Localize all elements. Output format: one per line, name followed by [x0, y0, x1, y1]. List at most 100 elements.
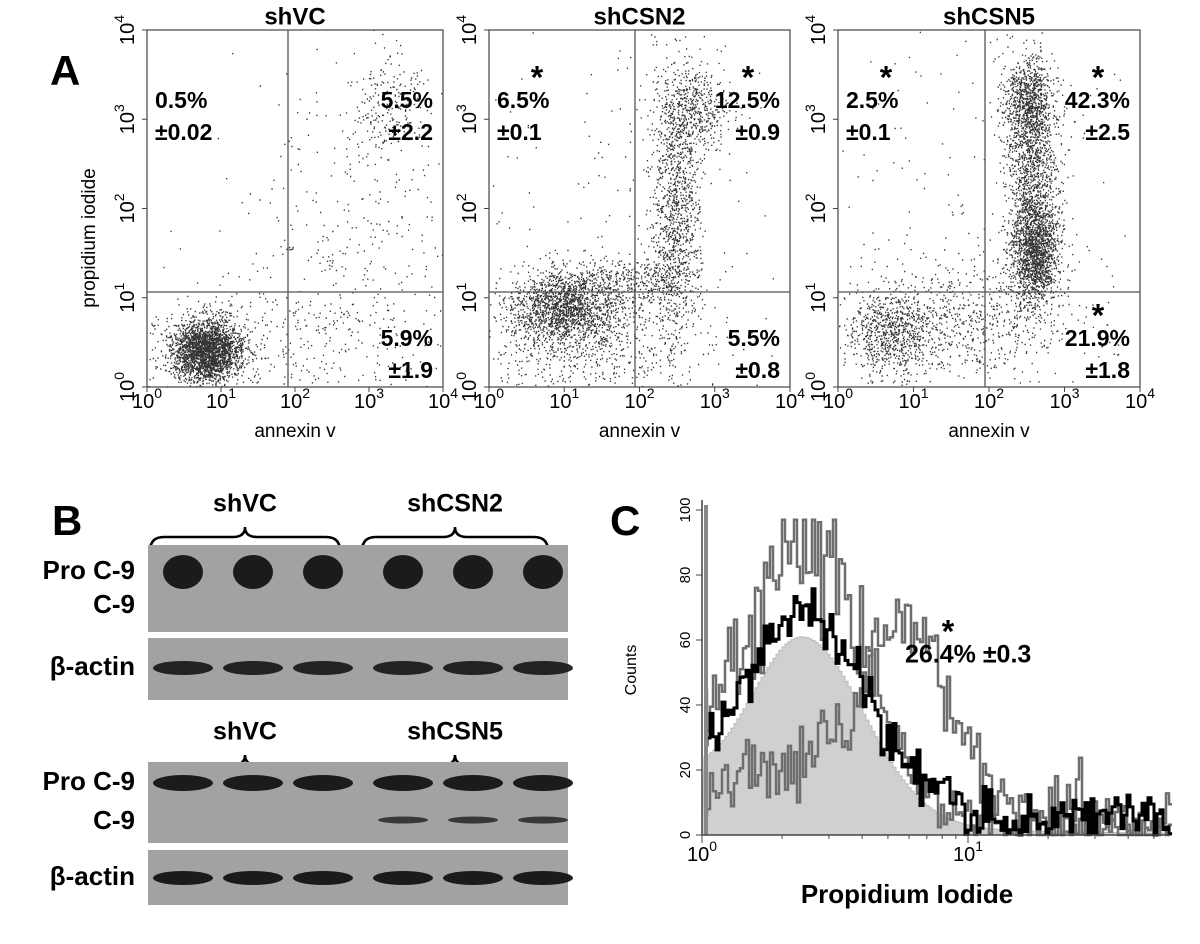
- quadrant-value: 42.3%: [1065, 87, 1130, 113]
- x-tick-label: 101: [206, 385, 236, 414]
- x-tick-label-exponent: 4: [797, 385, 805, 401]
- significance-mark: *: [531, 59, 544, 95]
- y-tick-label-base: 10: [459, 201, 481, 223]
- x-tick-label-exponent: 1: [571, 385, 579, 401]
- x-tick-label-base: 10: [687, 844, 709, 866]
- row-label: C-9: [93, 805, 135, 835]
- x-tick-label-exponent: 2: [996, 385, 1004, 401]
- protein-band: [223, 775, 283, 791]
- x-tick-label: 104: [428, 385, 458, 414]
- y-tick-label-exponent: 3: [111, 104, 127, 112]
- y-tick-label-base: 10: [808, 201, 830, 223]
- x-tick-label: 100: [132, 385, 162, 414]
- protein-band: [233, 555, 273, 589]
- x-tick-label-exponent: 4: [1147, 385, 1155, 401]
- y-tick-label: 102: [802, 193, 831, 223]
- row-label: β-actin: [50, 651, 135, 681]
- x-tick-label-base: 10: [549, 391, 571, 413]
- y-tick-label-exponent: 4: [453, 15, 469, 23]
- y-tick-label-base: 10: [808, 23, 830, 45]
- y-tick-label: 102: [111, 193, 140, 223]
- y-tick-label: 100: [677, 497, 694, 522]
- protein-band: [373, 661, 433, 675]
- x-tick-label: 101: [549, 385, 579, 414]
- protein-band: [223, 871, 283, 885]
- quadrant-error: ±0.1: [846, 119, 891, 145]
- y-tick-label-exponent: 4: [111, 15, 127, 23]
- protein-band: [223, 661, 283, 675]
- significance-mark: *: [1092, 297, 1105, 333]
- x-tick-label-exponent: 3: [1072, 385, 1080, 401]
- y-tick-label-base: 10: [117, 23, 139, 45]
- scatter-dots: [148, 29, 444, 388]
- x-tick-label-exponent: 1: [975, 838, 983, 854]
- quadrant-error: ±0.8: [735, 357, 780, 383]
- y-tick-label-base: 10: [459, 23, 481, 45]
- group-label: shCSN5: [407, 718, 503, 746]
- y-tick-label-base: 10: [117, 380, 139, 402]
- x-tick-label-base: 10: [700, 391, 722, 413]
- x-tick-label: 103: [1049, 385, 1079, 414]
- x-tick-label: 100: [474, 385, 504, 414]
- plot-title: shCSN2: [593, 3, 685, 30]
- protein-band: [293, 775, 353, 791]
- protein-band: [443, 775, 503, 791]
- protein-band: [153, 775, 213, 791]
- y-tick-label-exponent: 3: [802, 104, 818, 112]
- blot-membrane: [148, 545, 568, 632]
- group-brace: [148, 526, 342, 552]
- quadrant-value: 5.5%: [728, 325, 780, 351]
- x-tick-label-exponent: 0: [709, 838, 717, 854]
- y-tick-label-base: 10: [459, 291, 481, 313]
- x-tick-label-exponent: 2: [647, 385, 655, 401]
- panel-label: B: [52, 497, 82, 544]
- x-tick-label-exponent: 1: [921, 385, 929, 401]
- x-tick-label-base: 10: [280, 391, 302, 413]
- quadrant-error: ±2.5: [1085, 119, 1130, 145]
- x-axis-label: Propidium Iodide: [801, 879, 1013, 909]
- y-tick-label-base: 10: [117, 201, 139, 223]
- y-tick-label: 60: [677, 632, 694, 649]
- y-tick-label: 40: [677, 697, 694, 714]
- protein-band: [513, 661, 573, 675]
- row-label: Pro C-9: [43, 766, 135, 796]
- y-tick-label: 103: [453, 104, 482, 134]
- y-tick-label: 100: [453, 372, 482, 402]
- x-tick-label-base: 10: [428, 391, 450, 413]
- blot-membrane: [148, 762, 568, 843]
- x-tick-label: 100: [823, 385, 853, 414]
- y-axis-label: propidium iodide: [79, 168, 100, 307]
- protein-band: [518, 816, 568, 824]
- protein-band: [523, 555, 563, 589]
- y-tick-label-exponent: 3: [453, 104, 469, 112]
- y-tick-label: 104: [453, 15, 482, 45]
- protein-band: [443, 661, 503, 675]
- group-label: shCSN2: [407, 490, 503, 518]
- significance-mark: *: [1092, 59, 1105, 95]
- x-tick-label-base: 10: [354, 391, 376, 413]
- quadrant-value: 6.5%: [497, 87, 549, 113]
- x-tick-label-base: 10: [624, 391, 646, 413]
- group-brace: [360, 526, 550, 552]
- y-tick-label-exponent: 0: [111, 372, 127, 380]
- x-tick-label: 101: [953, 838, 983, 867]
- row-label: C-9: [93, 589, 135, 619]
- y-tick-label: 100: [802, 372, 831, 402]
- quadrant-error: ±0.02: [155, 119, 212, 145]
- y-tick-label-base: 10: [459, 380, 481, 402]
- row-label: β-actin: [50, 861, 135, 891]
- y-tick-label: 101: [802, 283, 831, 313]
- x-tick-label-base: 10: [1049, 391, 1071, 413]
- quadrant-value: 12.5%: [715, 87, 780, 113]
- x-tick-label-exponent: 0: [845, 385, 853, 401]
- y-tick-label-exponent: 0: [453, 372, 469, 380]
- group-label: shVC: [213, 490, 277, 518]
- x-tick-label: 101: [898, 385, 928, 414]
- x-axis-label: annexin v: [599, 421, 681, 442]
- x-tick-label-base: 10: [898, 391, 920, 413]
- x-tick-label-base: 10: [206, 391, 228, 413]
- protein-band: [293, 661, 353, 675]
- annotation: 26.4% ±0.3: [905, 641, 1031, 669]
- quadrant-value: 5.9%: [381, 325, 433, 351]
